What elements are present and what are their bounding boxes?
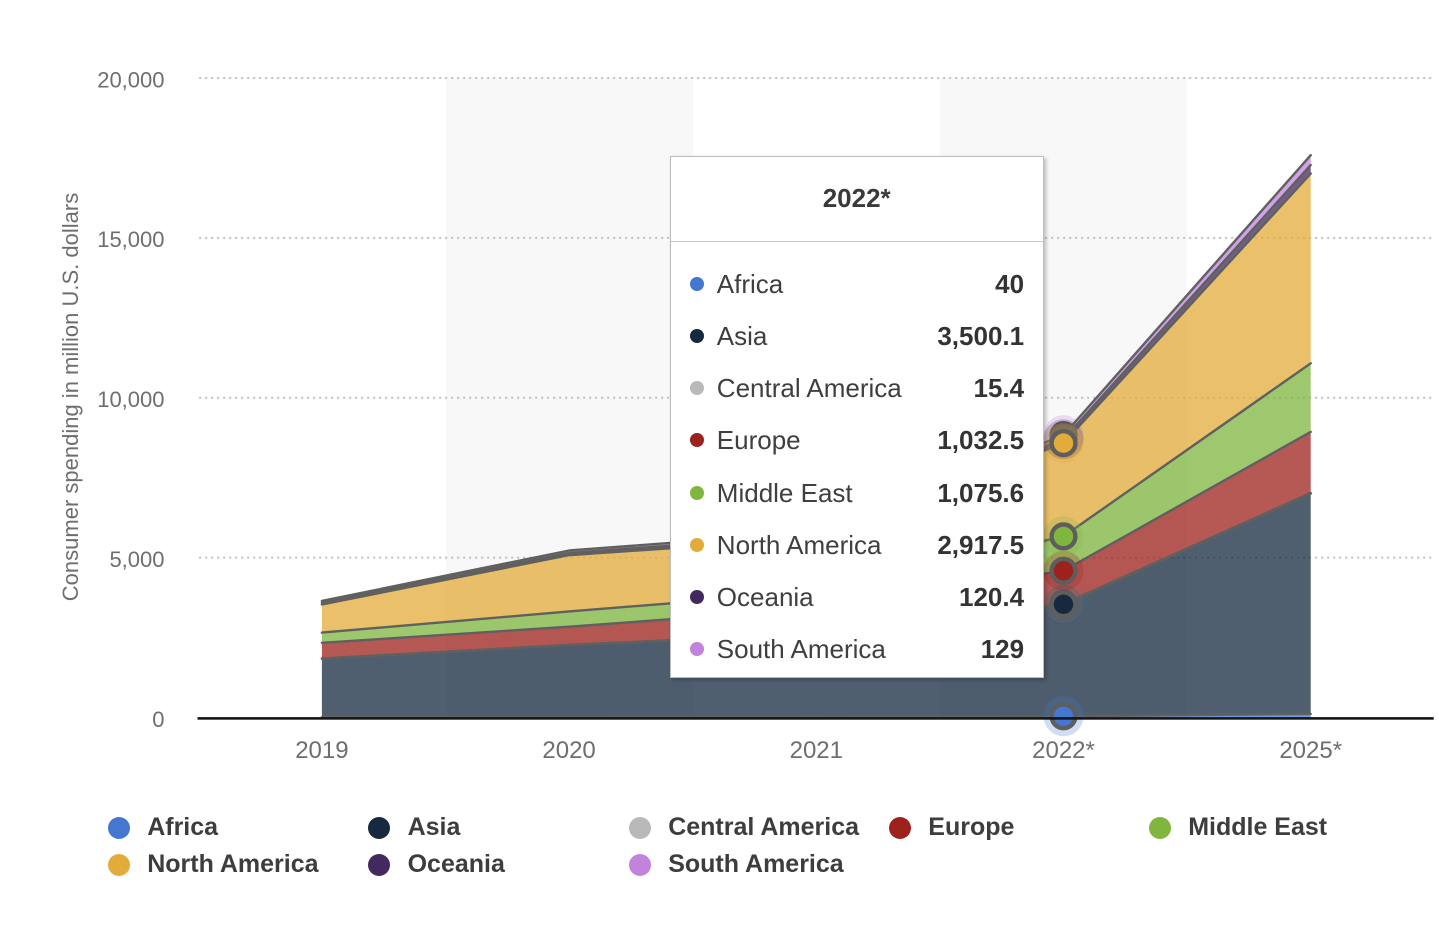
svg-text:15,000: 15,000 [97,227,164,252]
svg-text:2020: 2020 [542,737,595,764]
svg-text:0: 0 [152,707,164,732]
svg-text:10,000: 10,000 [97,387,164,412]
svg-text:2021: 2021 [790,737,843,764]
svg-text:Consumer spending in million U: Consumer spending in million U.S. dollar… [58,193,83,601]
svg-text:2022*: 2022* [1032,737,1095,764]
svg-text:5,000: 5,000 [109,547,164,572]
svg-text:2019: 2019 [295,737,348,764]
svg-text:2025*: 2025* [1279,737,1342,764]
svg-text:20,000: 20,000 [97,67,164,92]
